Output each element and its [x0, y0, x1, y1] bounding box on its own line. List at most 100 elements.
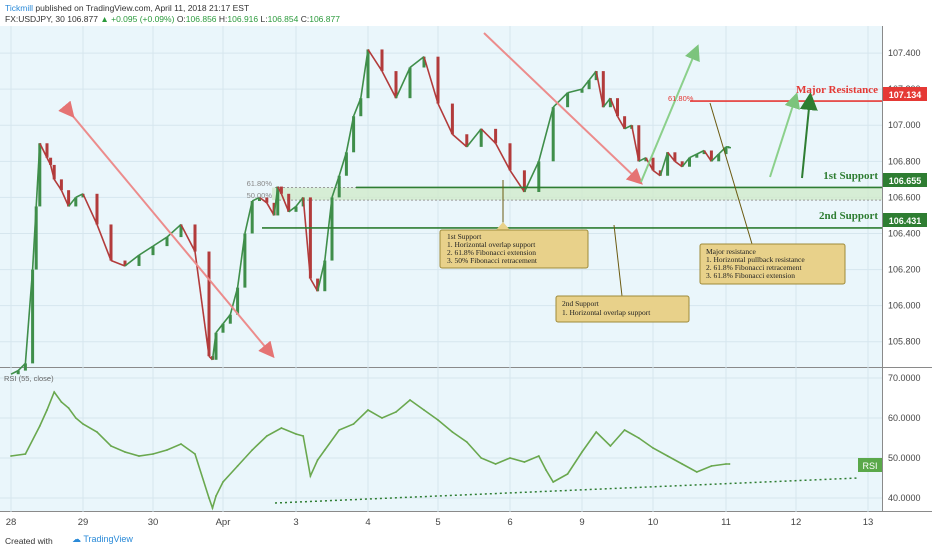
projection-arrow	[799, 92, 818, 179]
low-value: 106.854	[267, 14, 299, 24]
price-candle	[673, 152, 677, 162]
price-segment	[381, 70, 397, 99]
rsi-point	[46, 409, 48, 411]
price-candle	[566, 92, 570, 108]
price-candle	[717, 154, 721, 162]
price-candle	[724, 146, 728, 155]
note-major-resistance[interactable]: Major resistance 1. Horizontal pullback …	[699, 102, 846, 285]
rsi-point	[509, 457, 511, 459]
fib-50-left-label: 50.00%	[247, 191, 273, 200]
rsi-point	[152, 453, 154, 455]
rsi-point	[367, 409, 369, 411]
rsi-point	[480, 457, 483, 459]
note-second-support[interactable]: 2nd Support 1. Horizontal overlap suppor…	[555, 224, 690, 323]
price-candle	[236, 287, 240, 315]
downtrend-arrow-1	[58, 100, 275, 359]
rsi-point	[215, 495, 217, 497]
price-candle	[151, 246, 155, 256]
rsi-tick-label: 40.0000	[888, 493, 921, 503]
note-major-resistance-line-4: 3. 61.8% Fibonacci extension	[706, 271, 795, 280]
rsi-badge: RSI	[858, 458, 882, 472]
last-price: 106.877	[67, 14, 98, 24]
note-first-support-line-3: 2. 61.8% Fibonacci extension	[447, 248, 536, 257]
price-tick-label: 106.600	[888, 192, 921, 202]
rsi-point	[251, 449, 254, 451]
price-candle	[16, 370, 20, 375]
price-scale-bg	[882, 26, 932, 512]
time-tick-label: 28	[6, 517, 17, 528]
price-candle	[250, 201, 254, 234]
rsi-point	[222, 481, 224, 483]
rsi-point	[295, 433, 297, 435]
chart-area[interactable]: 107.400107.200107.000106.800106.600106.4…	[0, 26, 932, 538]
price-tag-support2-text: 106.431	[889, 216, 922, 226]
fib-618-right-label: 61.80%	[668, 94, 694, 103]
rsi-tick-label: 60.0000	[888, 413, 921, 423]
note-first-support-line-2: 1. Horizontal overlap support	[447, 240, 536, 249]
rsi-point	[180, 443, 182, 445]
time-tick-label: 5	[435, 517, 440, 528]
rsi-point	[323, 449, 326, 451]
publisher-link[interactable]: Tickmill	[5, 3, 34, 13]
note-first-support-line-4: 3. 50% Fibonacci retracement	[447, 256, 538, 265]
price-candle	[380, 49, 384, 72]
rsi-point	[53, 391, 56, 393]
second-support-label: 2nd Support	[819, 210, 878, 222]
price-segment	[552, 92, 569, 108]
uptrend-arrow-1	[640, 44, 700, 183]
price-candle	[644, 157, 648, 162]
price-candle	[616, 98, 619, 117]
price-candle	[479, 128, 483, 147]
price-candle	[323, 260, 327, 292]
price-candle	[31, 269, 35, 364]
price-segment	[509, 169, 526, 193]
price-candle	[658, 170, 662, 176]
rsi-point	[82, 423, 84, 425]
tradingview-logo[interactable]: ☁ TradingView	[72, 534, 133, 544]
rsi-tick-label: 70.0000	[888, 373, 921, 383]
rsi-point	[725, 463, 727, 465]
time-tick-label: Apr	[216, 517, 231, 528]
time-tick-label: 4	[365, 517, 370, 528]
price-candle	[228, 314, 232, 324]
price-candle	[193, 224, 197, 252]
price-candle	[680, 161, 684, 167]
rsi-point	[74, 417, 77, 419]
price-candle	[109, 224, 113, 261]
price-candle	[623, 116, 627, 129]
price-candle	[165, 237, 169, 247]
rsi-point	[138, 455, 140, 457]
rsi-indicator-label[interactable]: RSI (55, close)	[4, 374, 54, 383]
publish-line: Tickmill published on TradingView.com, A…	[5, 3, 249, 13]
rsi-point	[409, 399, 411, 401]
note-second-support-line-2: 1. Horizontal overlap support	[562, 308, 651, 317]
price-candle	[580, 89, 584, 93]
note-major-resistance-line-2: 1. Horizontal pullback resistance	[706, 255, 805, 264]
rsi-point	[302, 435, 305, 437]
symbol-label[interactable]: FX:USDJPY, 30	[5, 14, 65, 24]
price-candle	[352, 116, 356, 153]
time-tick-label: 12	[791, 517, 802, 528]
price-candle	[276, 186, 280, 216]
rsi-point	[280, 427, 283, 429]
fib-618-left-label: 61.80%	[247, 179, 273, 188]
note-first-support[interactable]: 1st Support 1. Horizontal overlap suppor…	[439, 180, 589, 269]
low-label: L:	[260, 14, 268, 24]
price-segment	[437, 103, 454, 135]
price-candle	[728, 146, 731, 149]
price-candle	[38, 143, 42, 207]
rsi-point	[666, 455, 669, 457]
price-candle	[666, 152, 670, 176]
price-candle	[52, 164, 56, 180]
price-tag-support1: 106.655	[883, 173, 927, 187]
chart-header: Tickmill published on TradingView.com, A…	[0, 0, 932, 26]
rsi-point	[695, 471, 698, 473]
price-candle	[651, 157, 655, 171]
rsi-point	[451, 431, 454, 433]
price-candle	[207, 251, 211, 357]
price-segment	[451, 133, 468, 148]
price-candle	[394, 71, 398, 99]
chart-svg[interactable]: 107.400107.200107.000106.800106.600106.4…	[0, 26, 932, 538]
price-candle	[294, 206, 298, 212]
price-candle	[74, 197, 78, 207]
